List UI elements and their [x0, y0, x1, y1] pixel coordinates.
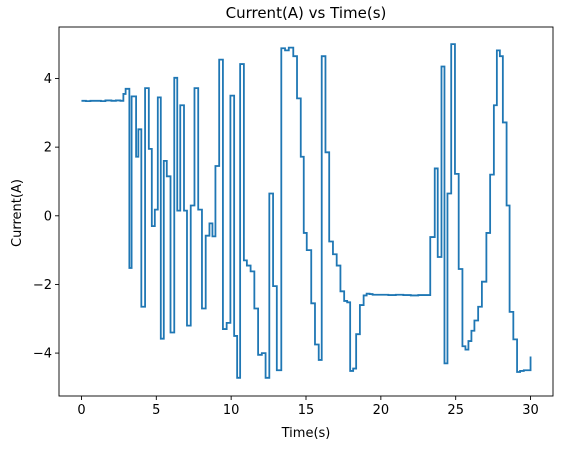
- y-tick-label: 4: [44, 72, 52, 87]
- chart-title: Current(A) vs Time(s): [226, 4, 387, 22]
- x-tick-label: 10: [223, 403, 240, 418]
- plot-area: 0 5 10 15 20 25 30 −4 −2 0 2 4: [33, 26, 554, 418]
- x-tick-label: 15: [298, 403, 315, 418]
- x-tick-label: 25: [447, 403, 464, 418]
- y-tick-label: −2: [33, 278, 52, 293]
- x-tick-label: 20: [373, 403, 390, 418]
- y-axis-label: Current(A): [10, 179, 25, 247]
- y-tick-label: 0: [44, 209, 52, 224]
- y-tick-label: −4: [33, 347, 52, 362]
- series-line-0: [81, 43, 532, 379]
- x-tick-label: 5: [152, 403, 160, 418]
- y-tick-label: 2: [44, 141, 52, 156]
- x-tick-label: 0: [77, 403, 85, 418]
- x-axis-label: Time(s): [281, 426, 331, 441]
- x-tick-label: 30: [522, 403, 539, 418]
